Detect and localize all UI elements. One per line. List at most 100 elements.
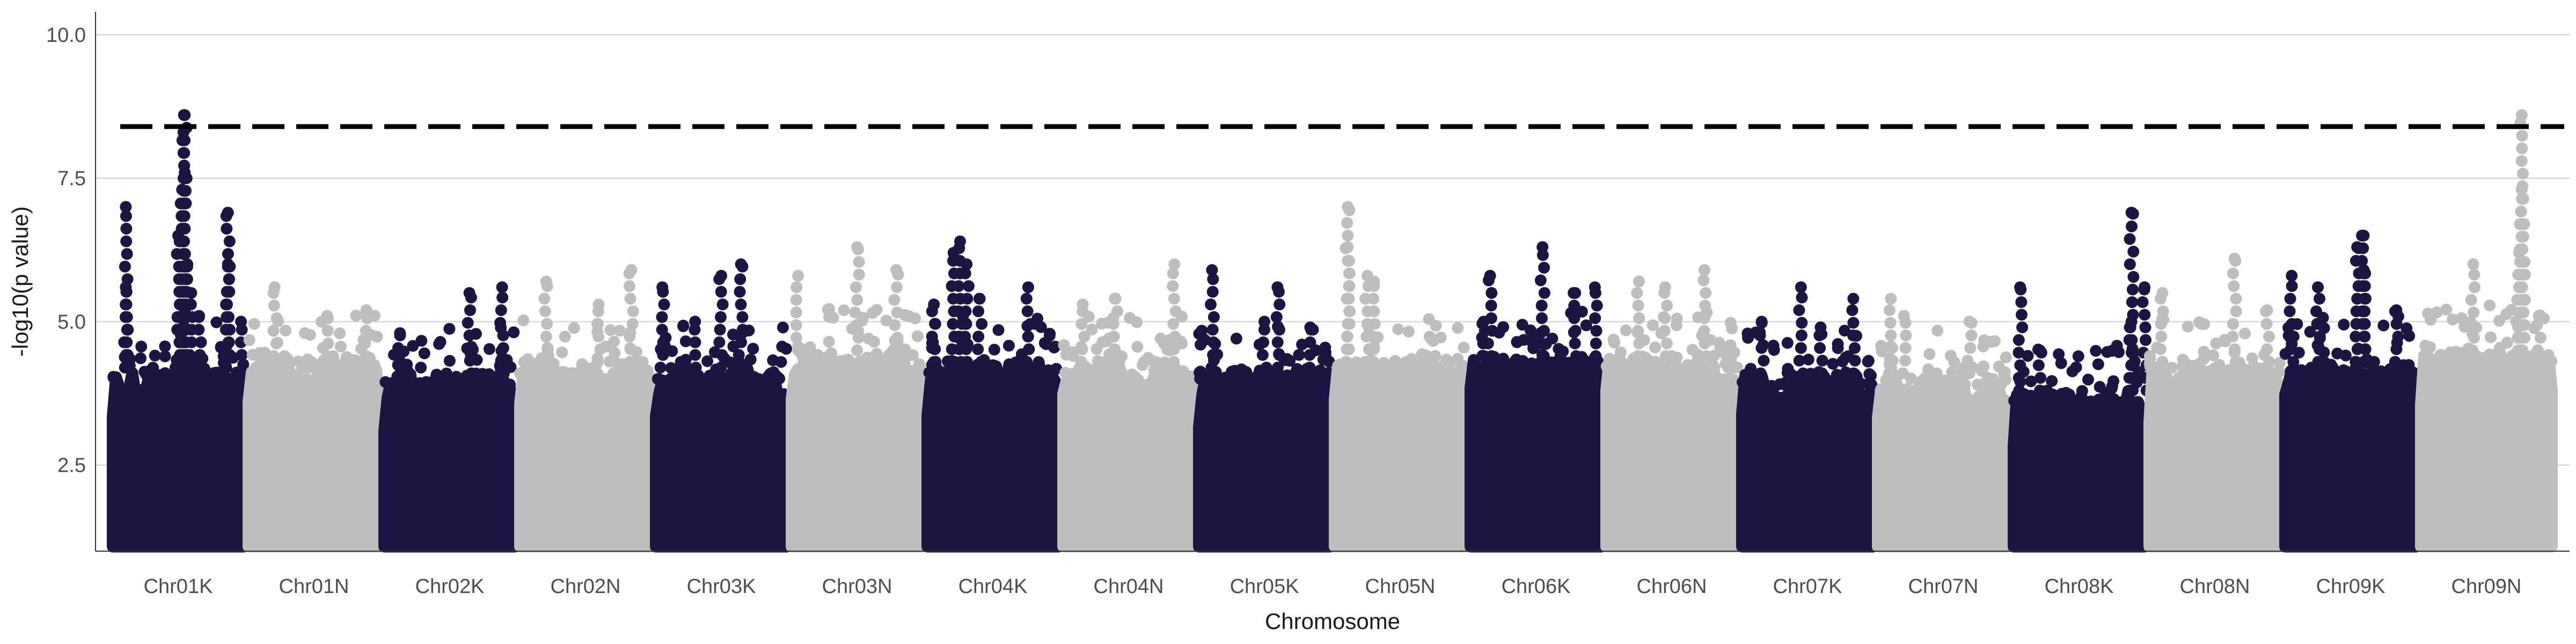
data-point [1986,377,1999,389]
data-point [1884,317,1897,329]
data-point [1697,274,1710,287]
data-point [1847,317,1860,329]
data-point [2227,267,2239,280]
data-point [368,359,380,371]
data-point [2155,318,2167,330]
data-point [1899,355,1911,367]
data-point [2157,305,2169,318]
data-point [1959,378,1971,391]
data-point [517,314,530,326]
data-point [947,318,959,330]
x-tick-label: Chr03N [822,575,892,598]
data-point [165,370,177,382]
data-point [351,361,363,373]
data-point [1342,230,1354,241]
data-point [394,367,407,379]
peak-point [1898,310,1910,322]
peak-point [1847,292,1860,305]
data-point [2260,318,2273,330]
data-point [1802,354,1814,365]
point-cloud [1193,363,1336,553]
data-point [171,248,183,260]
peak-point [2139,281,2150,294]
data-point [483,343,495,355]
data-point [138,365,151,378]
data-point [2392,331,2404,343]
x-tick-label: Chr01N [279,575,349,598]
data-point [2154,343,2167,355]
data-point [1699,338,1711,349]
data-point [1257,336,1269,348]
data-point [1649,341,1662,354]
data-point [1154,332,1167,345]
data-point [2500,308,2513,320]
data-point [1745,363,1757,375]
data-point [541,318,553,330]
data-point [1580,319,1592,332]
data-point [1632,299,1644,312]
peak-point [2358,230,2370,241]
point-cloud [1329,356,1472,553]
data-point [1847,330,1859,341]
data-point [2228,280,2240,292]
data-point [1208,336,1219,348]
data-point [961,292,974,305]
peak-point [177,126,189,138]
data-point [1304,361,1316,374]
chromosome-points-Chr04N [1057,258,1200,553]
data-point [538,292,551,305]
data-point [221,349,233,361]
peak-point [735,258,747,270]
data-point [221,223,233,235]
data-point [1569,338,1581,349]
data-point [1304,349,1316,361]
point-cloud [514,357,657,553]
data-point [1774,378,1786,390]
data-point [222,248,234,260]
data-point [891,332,904,344]
data-point [2082,374,2094,386]
peak-point [394,327,406,339]
data-point [119,311,131,323]
data-point [930,356,942,368]
point-cloud [1736,368,1879,553]
data-point [393,355,406,367]
peak-point [120,281,132,294]
data-point [1479,325,1491,337]
chromosome-points-Chr02N [514,264,657,553]
point-cloud [107,365,250,553]
data-point [322,338,334,349]
data-point [2447,313,2459,326]
data-point [1207,349,1219,361]
data-point [2014,359,2026,371]
x-tick-label: Chr03K [687,575,756,598]
data-point [1241,372,1253,385]
data-point [1814,342,1826,354]
data-point [976,318,988,330]
data-point [1043,330,1056,342]
data-point [2359,343,2372,355]
peak-point [2228,252,2241,265]
data-point [1535,299,1548,312]
data-point [736,324,749,336]
data-point [2232,367,2244,379]
data-point [972,305,984,318]
data-point [714,324,726,336]
data-point [891,281,903,294]
data-point [1341,331,1353,343]
data-point [494,317,507,329]
data-point [1816,367,1828,379]
data-point [1368,343,1380,355]
data-point [1494,360,1506,372]
x-tick-label: Chr04N [1094,575,1164,598]
data-point [2025,375,2037,387]
data-point [1157,365,1169,377]
data-point [2246,352,2258,364]
x-tick-label: Chr09N [2451,575,2522,598]
data-point [594,343,606,355]
data-point [733,349,745,361]
data-point [747,342,759,355]
data-point [443,323,456,335]
peak-point [1206,264,1218,276]
data-point [1795,330,1807,341]
